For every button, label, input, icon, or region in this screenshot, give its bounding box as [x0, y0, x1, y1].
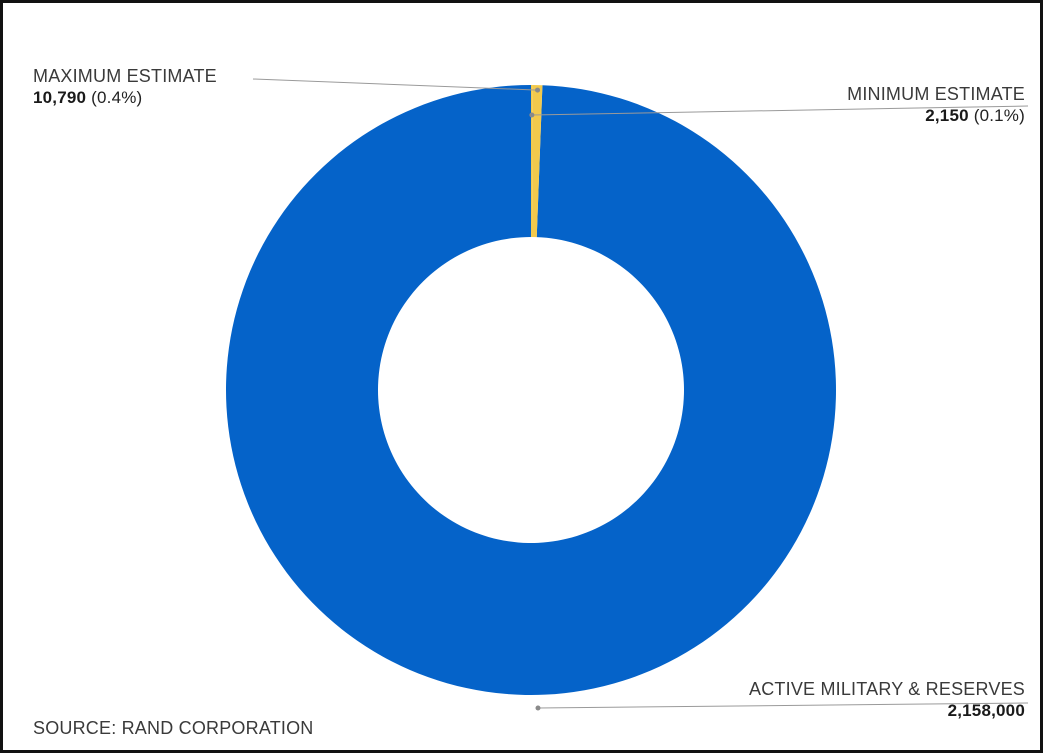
leader-dot-active-military [536, 706, 541, 711]
label-maximum-estimate-name: MAXIMUM ESTIMATE [33, 65, 217, 87]
label-maximum-estimate-percent: (0.4%) [91, 88, 142, 107]
label-maximum-estimate: MAXIMUM ESTIMATE 10,790 (0.4%) [33, 65, 217, 109]
label-minimum-estimate: MINIMUM ESTIMATE 2,150 (0.1%) [847, 83, 1025, 127]
label-maximum-estimate-value: 10,790 [33, 88, 86, 107]
label-minimum-estimate-name: MINIMUM ESTIMATE [847, 83, 1025, 105]
label-active-military-name: ACTIVE MILITARY & RESERVES [749, 678, 1025, 700]
label-active-military: ACTIVE MILITARY & RESERVES 2,158,000 [749, 678, 1025, 722]
donut-slices [226, 85, 836, 695]
source-note: SOURCE: RAND CORPORATION [33, 718, 314, 739]
leader-dot-minimum-estimate [529, 113, 534, 118]
leader-maximum-estimate [253, 79, 538, 90]
label-minimum-estimate-value: 2,150 [925, 106, 969, 125]
label-active-military-value: 2,158,000 [948, 701, 1025, 720]
leader-dot-maximum-estimate [535, 88, 540, 93]
label-minimum-estimate-percent: (0.1%) [974, 106, 1025, 125]
